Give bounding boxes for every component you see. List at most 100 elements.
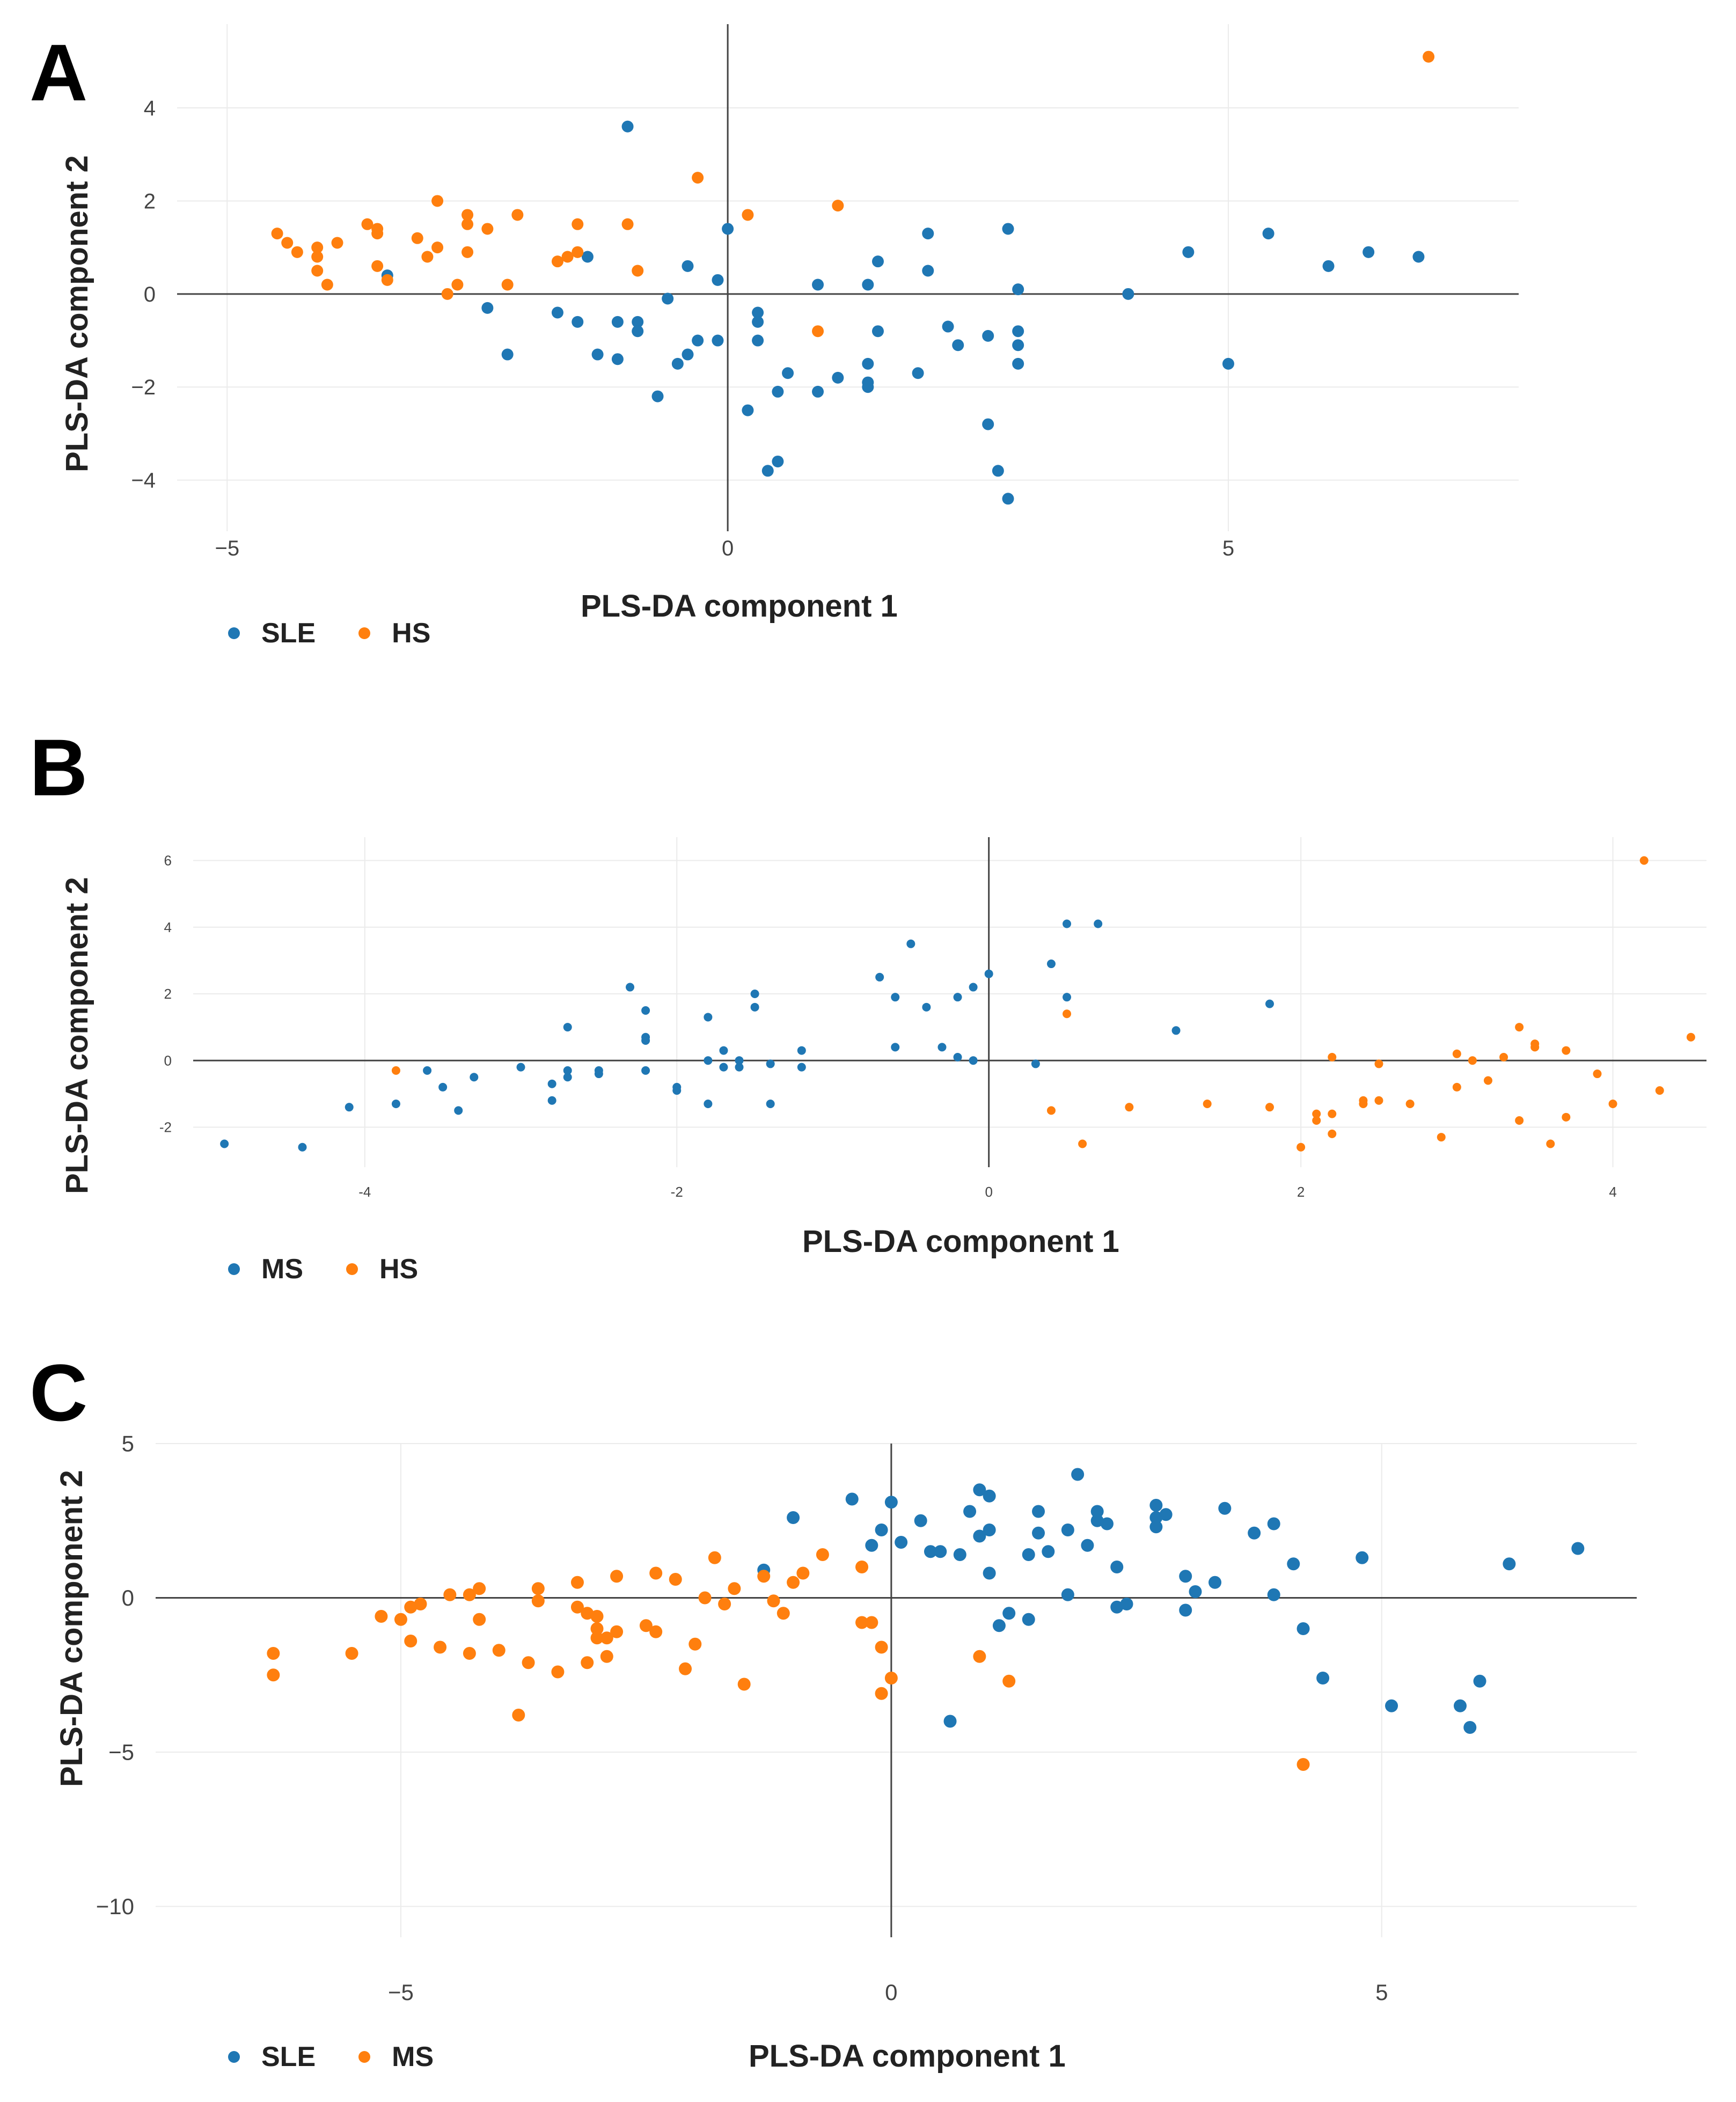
point-sle xyxy=(884,1496,898,1509)
point-sle xyxy=(973,1529,986,1543)
point-ms xyxy=(473,1613,486,1626)
x-tick-label: −5 xyxy=(215,537,239,560)
point-ms xyxy=(777,1607,790,1620)
point-sle xyxy=(662,292,674,305)
point-hs xyxy=(1468,1056,1477,1065)
point-sle xyxy=(983,1566,996,1580)
point-ms xyxy=(423,1066,432,1075)
point-ms xyxy=(1063,993,1072,1002)
x-tick-label: 5 xyxy=(1222,537,1234,560)
legend-a: SLE HS xyxy=(228,617,473,649)
point-hs xyxy=(411,232,423,244)
legend-item-hs: HS xyxy=(358,617,430,649)
point-hs xyxy=(692,172,704,184)
point-sle xyxy=(1042,1545,1055,1558)
point-ms xyxy=(531,1594,545,1608)
y-tick-label: 2 xyxy=(144,189,156,213)
point-ms xyxy=(767,1594,780,1608)
y-tick-label: 0 xyxy=(122,1585,134,1610)
point-hs xyxy=(371,223,384,235)
point-sle xyxy=(982,329,994,342)
point-ms xyxy=(737,1678,751,1691)
point-sle xyxy=(1322,260,1335,272)
x-tick-label: 0 xyxy=(985,1184,992,1200)
point-ms xyxy=(641,1006,650,1015)
point-sle xyxy=(1262,228,1274,240)
point-ms xyxy=(375,1610,388,1623)
point-hs xyxy=(1608,1099,1617,1108)
scatter-plot-b: -4 -2 0 2 4 -2 0 2 4 6 xyxy=(159,837,1706,1200)
point-hs xyxy=(1063,1009,1072,1019)
point-hs xyxy=(1686,1032,1695,1042)
point-ms xyxy=(679,1662,692,1675)
point-hs xyxy=(421,251,434,263)
point-sle xyxy=(1032,1526,1045,1540)
point-ms xyxy=(590,1610,604,1623)
point-ms xyxy=(735,1063,744,1072)
point-sle xyxy=(845,1492,859,1506)
point-ms xyxy=(704,1013,713,1022)
point-sle xyxy=(1473,1674,1486,1688)
point-sle xyxy=(895,1536,908,1549)
point-hs xyxy=(812,325,824,338)
y-tick-label: −5 xyxy=(108,1740,134,1765)
legend-text-hs: HS xyxy=(392,618,431,649)
point-hs xyxy=(551,255,563,268)
point-ms xyxy=(875,972,884,982)
point-sle xyxy=(1222,357,1234,370)
point-sle xyxy=(1122,288,1134,300)
point-sle xyxy=(983,1489,996,1503)
point-hs xyxy=(1374,1059,1383,1068)
point-hs xyxy=(1405,1099,1415,1108)
point-sle xyxy=(983,1524,996,1536)
point-ms xyxy=(1296,1758,1310,1771)
point-hs xyxy=(321,279,333,291)
legend-text-sle: SLE xyxy=(261,618,316,649)
point-hs xyxy=(1483,1076,1492,1085)
y-tick-label: −10 xyxy=(96,1894,134,1919)
x-tick-label: 4 xyxy=(1609,1184,1616,1200)
point-hs xyxy=(1328,1109,1337,1118)
point-sle xyxy=(1090,1514,1104,1527)
point-sle xyxy=(772,385,784,398)
point-ms xyxy=(516,1063,525,1072)
point-ms xyxy=(906,939,915,948)
point-sle xyxy=(581,251,594,263)
point-ms xyxy=(641,1066,650,1075)
point-hs xyxy=(1452,1082,1461,1092)
point-ms xyxy=(708,1551,721,1564)
point-hs xyxy=(1265,1103,1274,1112)
x-tick-label: −5 xyxy=(388,1980,414,2005)
point-ms xyxy=(463,1588,476,1601)
legend-item-hs-b: HS xyxy=(346,1253,418,1285)
point-sle xyxy=(862,381,874,393)
point-sle xyxy=(761,465,774,477)
point-sle xyxy=(1022,1613,1035,1626)
y-tick-label: −4 xyxy=(131,469,156,493)
point-hs xyxy=(511,209,524,221)
point-ms xyxy=(473,1582,486,1595)
point-ms xyxy=(391,1099,400,1108)
point-sle xyxy=(1412,251,1425,263)
point-sle xyxy=(1182,246,1195,258)
y-tick-label: 0 xyxy=(164,1052,172,1068)
point-sle xyxy=(722,223,734,235)
y-tick-label: 4 xyxy=(164,919,172,935)
point-sle xyxy=(942,320,954,333)
point-sle xyxy=(1032,1505,1045,1518)
x-tick-label: -2 xyxy=(671,1184,683,1200)
series-hs-a xyxy=(271,50,1435,338)
panel-label-c: C xyxy=(30,1347,88,1438)
point-ms xyxy=(649,1566,663,1580)
scatter-plot-c: −5 0 5 −10 −5 0 5 xyxy=(96,1431,1637,2005)
point-ms xyxy=(345,1103,354,1112)
point-ms xyxy=(984,969,993,978)
point-hs xyxy=(632,265,644,277)
series-ms-b xyxy=(220,919,1274,1152)
point-ms xyxy=(594,1066,603,1075)
point-sle xyxy=(1110,1600,1124,1614)
y-tick-label: −2 xyxy=(131,376,156,399)
point-hs xyxy=(311,241,324,254)
point-ms xyxy=(434,1640,447,1654)
point-ms xyxy=(404,1635,417,1647)
